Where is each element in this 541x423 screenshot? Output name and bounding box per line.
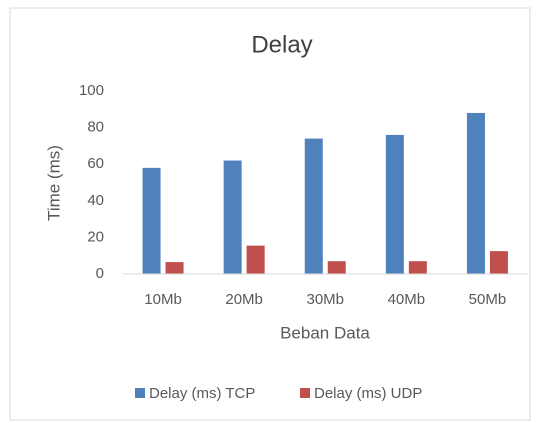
bar (385, 134, 404, 274)
y-tick-label: 40 (87, 192, 104, 209)
bar (408, 261, 427, 274)
chart-title: Delay (251, 31, 312, 58)
y-tick-label: 100 (79, 82, 104, 99)
legend-label: Delay (ms) TCP (149, 385, 255, 402)
y-tick-label: 20 (87, 228, 104, 245)
bar (489, 251, 508, 274)
bar (304, 138, 323, 274)
bar (165, 262, 184, 274)
y-tick-label: 80 (87, 119, 104, 136)
bar (327, 261, 346, 274)
legend-swatch (135, 388, 145, 398)
x-tick-label: 50Mb (469, 291, 507, 308)
x-axis-title: Beban Data (280, 323, 370, 342)
bar (466, 112, 485, 275)
legend-label: Delay (ms) UDP (314, 385, 422, 402)
bar (142, 167, 161, 274)
x-tick-label: 10Mb (144, 291, 182, 308)
y-tick-label: 60 (87, 155, 104, 172)
x-tick-label: 40Mb (388, 291, 426, 308)
legend-swatch (300, 388, 310, 398)
bar (246, 245, 265, 274)
chart-frame (9, 7, 531, 421)
y-axis-title: Time (ms) (44, 145, 63, 221)
y-tick-label: 0 (96, 265, 104, 282)
bar (223, 160, 242, 274)
x-tick-label: 20Mb (225, 291, 263, 308)
x-tick-label: 30Mb (306, 291, 344, 308)
